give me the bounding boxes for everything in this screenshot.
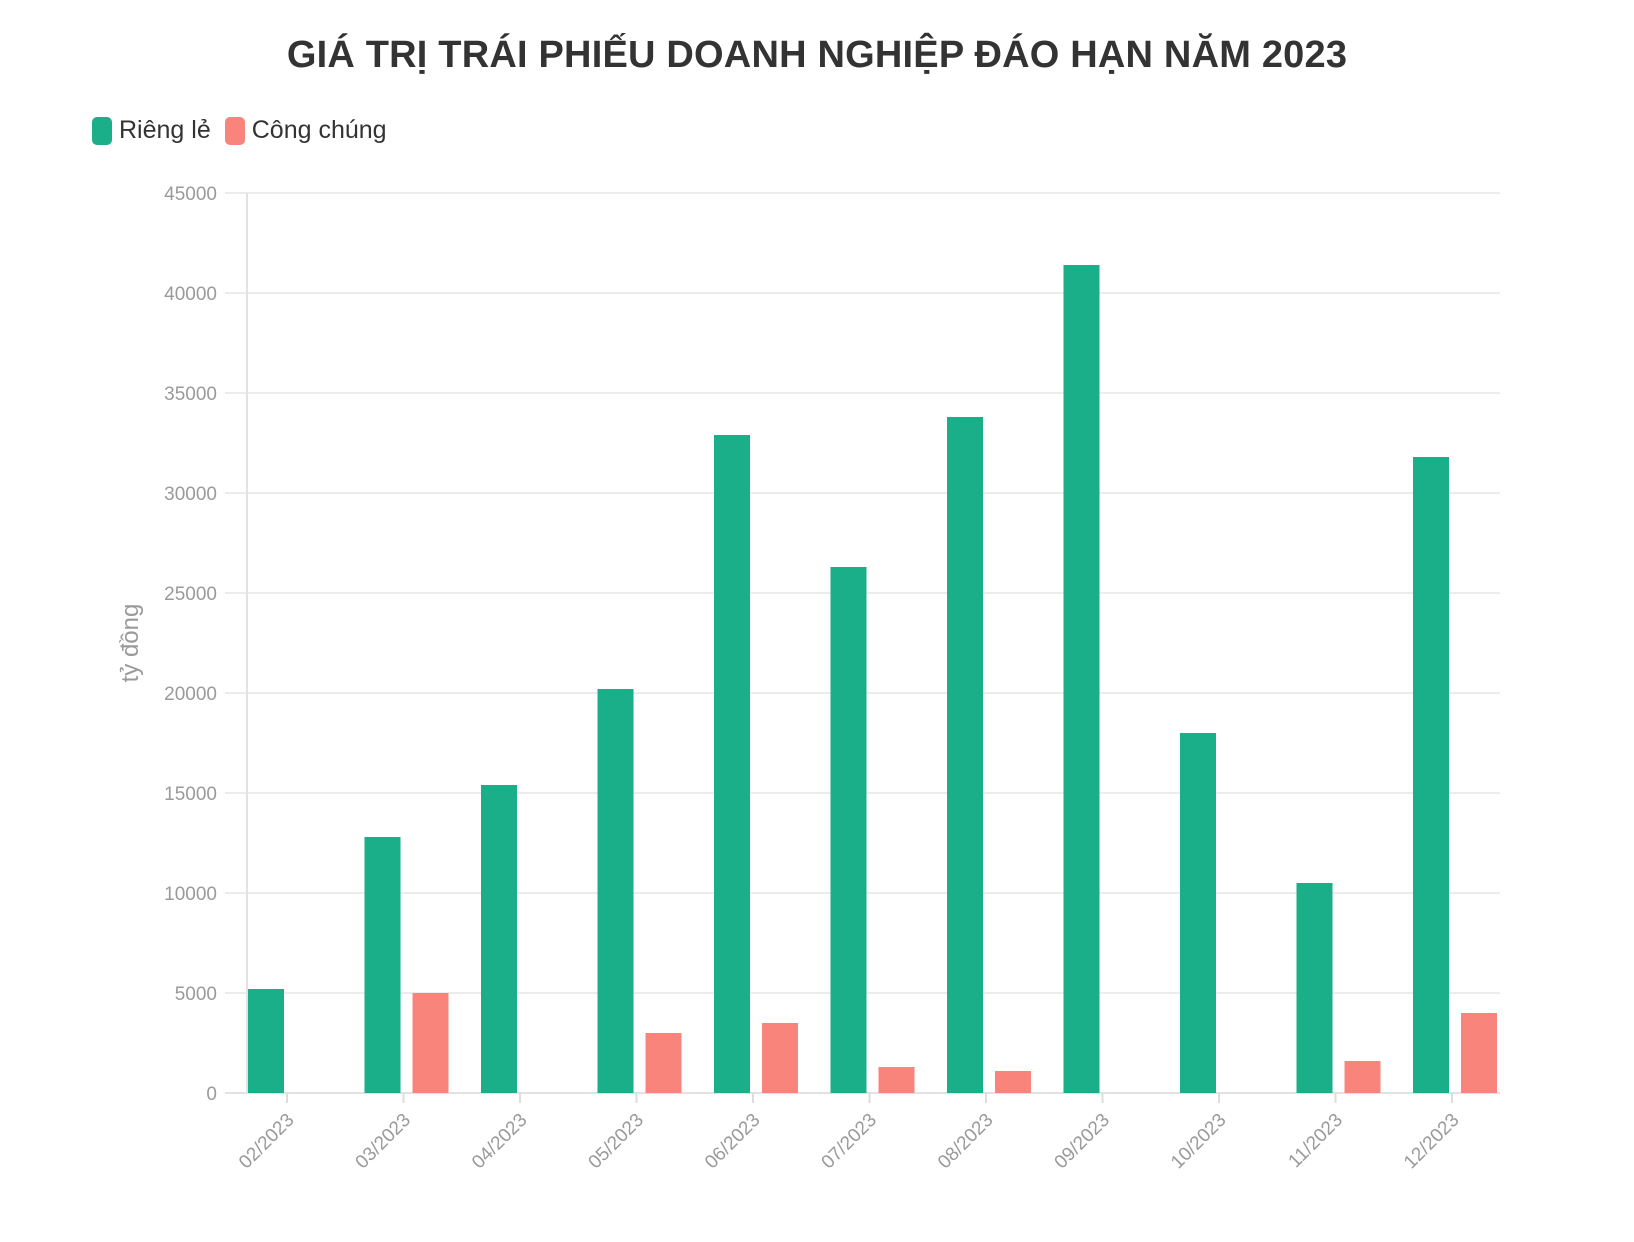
bar-rieng-le-05/2023 <box>597 689 634 1093</box>
bars <box>248 265 1497 1093</box>
x-tick-label: 05/2023 <box>585 1110 648 1173</box>
bar-cong-chung-06/2023 <box>762 1023 798 1093</box>
bar-rieng-le-11/2023 <box>1296 883 1333 1093</box>
bar-rieng-le-02/2023 <box>248 989 284 1093</box>
y-tick-label: 5000 <box>175 984 217 1005</box>
bar-rieng-le-09/2023 <box>1063 265 1100 1093</box>
bar-rieng-le-10/2023 <box>1180 733 1216 1093</box>
bar-rieng-le-04/2023 <box>481 785 517 1093</box>
bar-rieng-le-03/2023 <box>364 837 401 1093</box>
chart-title: GIÁ TRỊ TRÁI PHIẾU DOANH NGHIỆP ĐÁO HẠN … <box>286 34 1348 76</box>
y-tick-label: 0 <box>206 1084 217 1105</box>
legend-item-cong-chung[interactable]: Công chúng <box>224 116 387 145</box>
x-tick-label: 09/2023 <box>1051 1110 1114 1173</box>
legend-swatch-rieng-le <box>92 116 112 145</box>
x-tick-label: 12/2023 <box>1400 1110 1463 1173</box>
bar-cong-chung-12/2023 <box>1461 1013 1497 1093</box>
legend-label-cong-chung: Công chúng <box>251 116 387 144</box>
y-tick-label: 30000 <box>164 484 217 505</box>
x-tick-label: 06/2023 <box>701 1110 764 1173</box>
x-tick-label: 11/2023 <box>1285 1110 1347 1172</box>
legend-label-rieng-le: Riêng lẻ <box>119 116 211 144</box>
y-tick-label: 45000 <box>164 184 217 205</box>
bar-rieng-le-06/2023 <box>714 435 750 1093</box>
y-tick-label: 25000 <box>164 584 217 605</box>
y-tick-label: 10000 <box>164 884 217 905</box>
bar-cong-chung-03/2023 <box>412 993 449 1093</box>
x-tick-label: 07/2023 <box>818 1110 881 1173</box>
legend-item-rieng-le[interactable]: Riêng lẻ <box>92 116 211 145</box>
y-tick-label: 40000 <box>164 284 217 305</box>
x-tick-label: 10/2023 <box>1167 1110 1230 1173</box>
x-tick-label: 02/2023 <box>235 1110 298 1173</box>
bar-cong-chung-11/2023 <box>1344 1061 1381 1093</box>
y-tick-label: 35000 <box>164 384 217 405</box>
bar-cong-chung-08/2023 <box>995 1071 1031 1093</box>
legend-swatch-cong-chung <box>224 116 245 145</box>
x-tick-label: 04/2023 <box>468 1110 531 1173</box>
bar-rieng-le-07/2023 <box>830 567 867 1093</box>
x-tick-label: 03/2023 <box>352 1110 415 1173</box>
bar-cong-chung-07/2023 <box>878 1067 915 1093</box>
y-tick-label: 15000 <box>164 784 217 805</box>
bar-cong-chung-05/2023 <box>645 1033 682 1093</box>
bar-rieng-le-08/2023 <box>947 417 983 1093</box>
y-axis-label: tỷ đồng <box>117 604 144 683</box>
x-tick-label: 08/2023 <box>934 1110 997 1173</box>
x-axis-ticks: 02/2023 03/2023 04/2023 05/2023 06/2023 07/20… <box>235 1093 1464 1173</box>
bar-rieng-le-12/2023 <box>1413 457 1449 1093</box>
y-axis-ticks: 0 5000 10000 15000 20000 25000 30000 35000 40000… <box>164 184 217 1105</box>
y-tick-label: 20000 <box>164 684 217 705</box>
legend: Riêng lẻ Công chúng <box>92 116 401 145</box>
